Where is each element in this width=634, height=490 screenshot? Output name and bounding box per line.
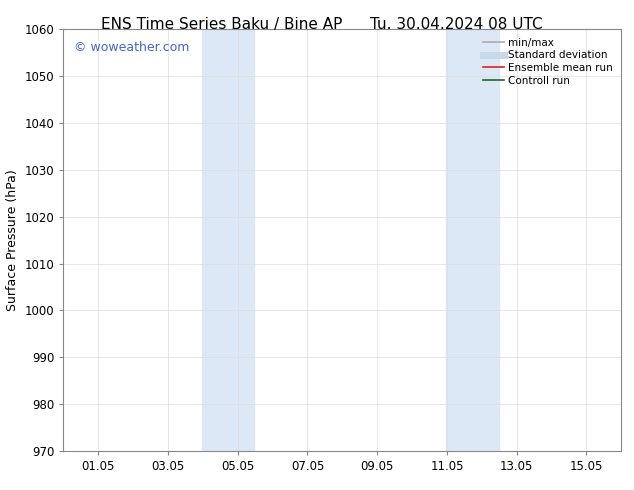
Legend: min/max, Standard deviation, Ensemble mean run, Controll run: min/max, Standard deviation, Ensemble me… <box>480 35 616 89</box>
Text: Tu. 30.04.2024 08 UTC: Tu. 30.04.2024 08 UTC <box>370 17 543 32</box>
Bar <box>446 29 498 451</box>
Text: ENS Time Series Baku / Bine AP: ENS Time Series Baku / Bine AP <box>101 17 342 32</box>
Text: © woweather.com: © woweather.com <box>74 41 189 54</box>
Y-axis label: Surface Pressure (hPa): Surface Pressure (hPa) <box>6 169 19 311</box>
Bar <box>202 29 254 451</box>
